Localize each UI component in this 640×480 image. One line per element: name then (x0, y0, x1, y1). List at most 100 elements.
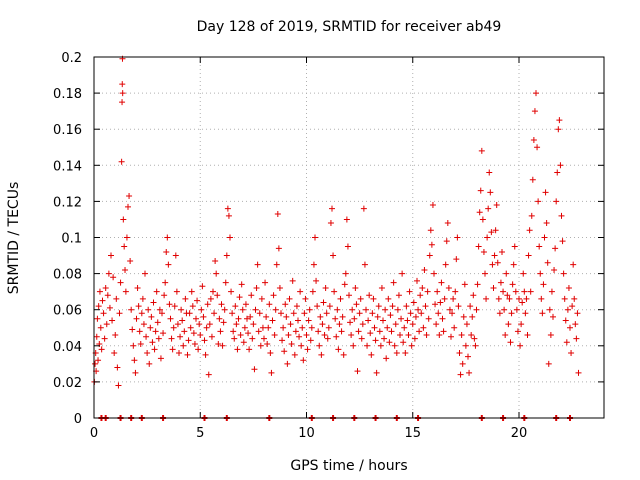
data-point (147, 324, 154, 331)
data-point (326, 303, 333, 310)
data-point (411, 335, 418, 342)
data-point (182, 295, 189, 302)
data-point (494, 259, 501, 266)
data-point (499, 248, 505, 255)
data-point (451, 324, 458, 331)
data-point (160, 330, 167, 337)
data-point (427, 227, 434, 234)
data-point (235, 315, 242, 322)
data-point (510, 261, 517, 268)
data-point (196, 321, 203, 328)
data-point (554, 169, 561, 176)
data-point (249, 335, 256, 342)
data-point (114, 364, 121, 371)
data-point (146, 360, 153, 367)
data-point (204, 301, 211, 308)
data-point (492, 227, 499, 234)
data-point (471, 335, 478, 342)
data-point (502, 331, 509, 338)
data-point (493, 202, 500, 209)
data-point (355, 328, 362, 335)
data-point (414, 277, 420, 284)
y-tick-label: 0 (74, 412, 82, 427)
data-point (254, 261, 261, 268)
data-point (220, 319, 227, 326)
data-points (91, 55, 582, 389)
data-point (315, 328, 322, 335)
data-point (512, 288, 519, 295)
data-point (234, 346, 241, 353)
data-point (514, 328, 521, 335)
data-point (199, 283, 206, 290)
data-point (382, 306, 389, 313)
data-point (178, 306, 185, 313)
data-point (351, 315, 358, 322)
y-tick-label: 0.06 (53, 304, 82, 319)
data-point (258, 295, 265, 302)
data-point (487, 189, 494, 196)
data-point (383, 355, 390, 362)
data-point (378, 285, 385, 292)
data-point (122, 266, 129, 273)
data-point (262, 279, 269, 286)
data-point (323, 310, 330, 317)
data-point (569, 303, 576, 310)
data-point (103, 321, 110, 328)
data-point (324, 335, 331, 342)
data-point (473, 306, 480, 313)
data-point (357, 295, 364, 302)
data-point (293, 303, 300, 310)
data-point (360, 205, 367, 212)
data-point (111, 350, 118, 357)
data-point (523, 295, 530, 302)
data-point (153, 288, 160, 295)
data-point (115, 382, 122, 389)
data-point (423, 331, 430, 338)
data-point (516, 295, 522, 302)
data-point (200, 313, 207, 320)
data-point (145, 306, 152, 313)
x-tick-label: 0 (90, 426, 98, 441)
data-point (417, 292, 424, 299)
data-point (197, 331, 204, 338)
data-point (478, 147, 485, 154)
data-point (412, 313, 419, 320)
data-point (389, 303, 396, 310)
data-point (212, 257, 219, 264)
y-tick-label: 0.16 (53, 123, 82, 138)
data-point (366, 292, 373, 299)
data-point (274, 211, 281, 218)
data-point (483, 295, 490, 302)
data-point (337, 295, 344, 302)
data-point (422, 303, 429, 310)
data-point (104, 292, 111, 299)
data-point (194, 297, 201, 304)
data-point (191, 340, 198, 347)
data-point (108, 252, 114, 259)
data-point (352, 285, 359, 292)
data-point (419, 285, 426, 292)
data-point (163, 248, 170, 255)
data-point (476, 209, 483, 216)
data-point (335, 346, 342, 353)
data-point (402, 350, 409, 357)
data-point (133, 315, 140, 322)
data-point (268, 369, 275, 376)
data-point (203, 324, 210, 331)
data-point (356, 310, 363, 317)
data-point (278, 310, 284, 317)
data-point (298, 342, 305, 349)
data-point (340, 351, 347, 358)
x-tick-label: 15 (404, 426, 421, 441)
data-point (313, 277, 320, 284)
data-point (187, 324, 194, 331)
data-point (289, 277, 296, 284)
data-point (400, 339, 407, 346)
data-point (486, 169, 493, 176)
data-point (453, 256, 460, 263)
data-point (299, 324, 306, 331)
data-point (218, 301, 225, 308)
x-tick-labels: 0 5 10 15 20 (90, 426, 527, 441)
data-point (415, 306, 422, 313)
